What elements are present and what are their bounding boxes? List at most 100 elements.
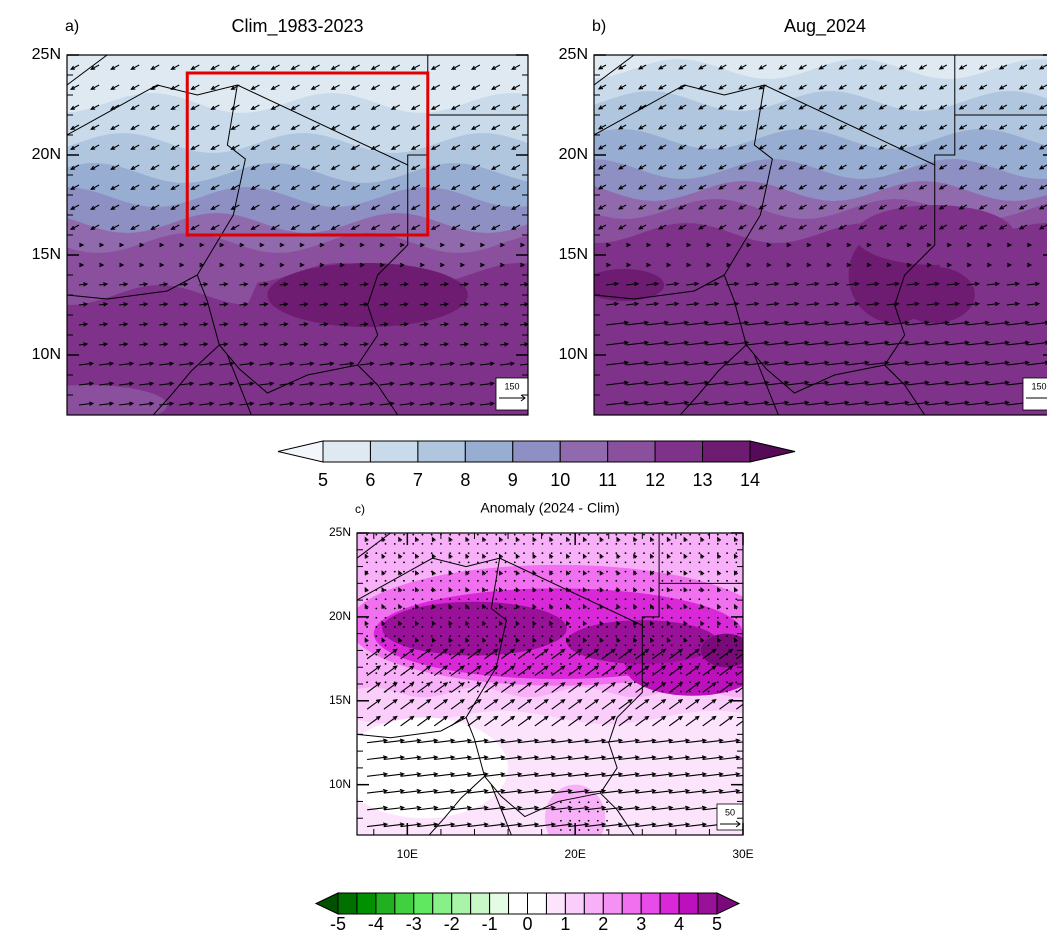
wind-vector	[898, 144, 907, 150]
wind-vector	[534, 755, 557, 761]
wind-vector	[431, 637, 436, 643]
significance-dot	[633, 644, 636, 647]
wind-vector	[431, 603, 436, 609]
significance-dot	[643, 635, 645, 638]
wind-vector	[130, 124, 140, 130]
wind-vector	[359, 401, 375, 406]
significance-dot	[606, 819, 608, 822]
wind-vector	[1038, 64, 1047, 70]
wind-vector	[678, 64, 687, 70]
wind-vector	[717, 553, 722, 559]
significance-dot	[707, 690, 710, 693]
wind-vector	[467, 772, 489, 777]
significance-dot	[633, 543, 636, 545]
wind-vector	[738, 124, 747, 130]
wind-vector	[339, 381, 355, 386]
significance-dot	[689, 598, 692, 601]
significance-dot	[578, 579, 581, 582]
wind-vector	[319, 401, 335, 406]
country-border	[753, 354, 779, 415]
significance-dot	[393, 635, 396, 638]
wind-vector	[958, 184, 968, 190]
wind-vector	[886, 380, 910, 386]
wind-vector	[617, 84, 627, 90]
significance-dot	[504, 561, 507, 564]
wind-vector	[400, 648, 415, 660]
wind-vector	[786, 301, 800, 307]
significance-dot	[421, 533, 424, 536]
wind-vector	[190, 64, 200, 70]
wind-vector	[806, 400, 830, 406]
wind-vector	[718, 144, 727, 150]
colorbar-box	[508, 892, 528, 915]
wind-vector	[818, 224, 827, 230]
wind-vector	[1018, 144, 1028, 150]
wind-vector	[666, 360, 690, 366]
wind-vector	[450, 755, 473, 761]
significance-dot	[513, 607, 516, 610]
wind-vector	[706, 281, 720, 287]
wind-vector	[130, 224, 140, 230]
wind-vector	[69, 164, 80, 170]
wind-vector	[500, 715, 516, 727]
wind-vector	[430, 64, 441, 70]
wind-vector	[379, 342, 389, 347]
wind-vector	[433, 698, 449, 710]
wind-vector	[490, 204, 501, 210]
significance-dot	[606, 561, 608, 564]
significance-dot	[633, 626, 636, 628]
wind-vector	[568, 788, 590, 794]
wind-vector	[946, 320, 970, 326]
significance-dot	[412, 561, 415, 564]
wind-vector	[150, 224, 160, 230]
significance-dot	[403, 653, 405, 656]
wind-vector	[706, 320, 730, 326]
significance-dot	[412, 552, 415, 555]
wind-vector	[250, 84, 260, 90]
wind-vector	[479, 361, 496, 366]
wind-vector	[618, 788, 640, 794]
wind-vector	[510, 224, 521, 230]
significance-dot	[596, 598, 599, 601]
wind-vector	[79, 242, 85, 248]
wind-vector	[778, 84, 787, 90]
significance-dot	[375, 681, 378, 684]
wind-vector	[633, 620, 638, 626]
significance-dot	[560, 616, 562, 619]
wind-vector	[381, 570, 386, 576]
significance-dot	[670, 662, 673, 665]
wind-vector	[510, 164, 521, 170]
wind-vector	[470, 104, 481, 110]
significance-dot	[680, 533, 682, 536]
wind-vector	[470, 224, 481, 230]
significance-dot	[569, 635, 572, 638]
wind-vector	[484, 822, 506, 828]
significance-dot	[532, 653, 535, 656]
wind-vector	[906, 320, 930, 326]
significance-dot	[560, 570, 562, 573]
wind-vector	[459, 322, 470, 327]
wind-vector	[685, 665, 700, 677]
significance-dot	[643, 672, 645, 674]
wind-vector	[383, 805, 405, 811]
wind-vector	[279, 262, 285, 268]
wind-vector	[470, 64, 481, 70]
contour-fill	[357, 717, 509, 819]
wind-vector	[69, 144, 80, 150]
wind-vector	[702, 698, 717, 710]
significance-dot	[615, 616, 618, 619]
significance-dot	[606, 810, 608, 813]
wind-vector	[419, 401, 435, 406]
wind-vector	[618, 698, 633, 710]
wind-vector	[319, 302, 329, 307]
wind-vector	[1006, 360, 1030, 366]
wind-vector	[626, 400, 650, 406]
significance-dot	[652, 570, 655, 573]
significance-dot	[449, 598, 452, 601]
significance-dot	[661, 589, 664, 591]
significance-dot	[412, 579, 415, 582]
significance-dot	[458, 626, 461, 628]
significance-dot	[707, 644, 710, 647]
significance-dot	[440, 552, 442, 555]
wind-vector	[597, 144, 607, 150]
